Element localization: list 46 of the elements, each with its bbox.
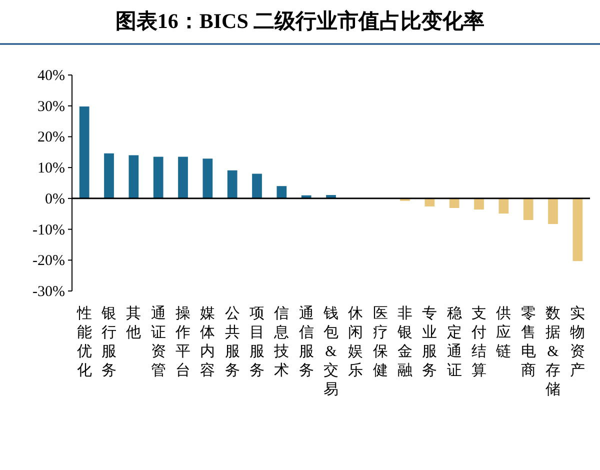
x-tick-label: 其他 bbox=[126, 305, 142, 341]
y-tick-label: 10% bbox=[38, 160, 65, 177]
x-tick-label: 稳定通证 bbox=[446, 305, 462, 379]
y-tick-label: -10% bbox=[32, 222, 65, 238]
x-tick-label: 公共服务 bbox=[224, 305, 240, 379]
bar bbox=[276, 186, 287, 198]
x-tick-label: 媒体内容 bbox=[200, 306, 216, 379]
x-tick-label: 操作平台 bbox=[174, 305, 190, 379]
y-tick-label: -20% bbox=[32, 253, 65, 270]
y-tick-label: 0% bbox=[45, 191, 65, 208]
bar bbox=[548, 198, 558, 224]
x-tick-label: 性能优化 bbox=[76, 305, 92, 379]
x-tick-label: 非银金融 bbox=[396, 305, 412, 379]
x-tick-label: 银行服务 bbox=[100, 306, 116, 379]
x-tick-label: 供应链 bbox=[495, 306, 512, 360]
x-tick-label: 钱包&交易 bbox=[322, 306, 338, 398]
bar bbox=[252, 174, 262, 198]
bar bbox=[178, 156, 188, 198]
x-tick-label: 信息技术 bbox=[273, 305, 290, 379]
x-tick-label: 支付结算 bbox=[470, 305, 486, 379]
y-tick-label: -30% bbox=[32, 284, 65, 300]
bar bbox=[79, 106, 90, 198]
y-tick-label: 30% bbox=[38, 98, 65, 115]
bar bbox=[227, 170, 238, 198]
y-tick-label: 40% bbox=[38, 68, 65, 84]
x-tick-label: 零售电商 bbox=[520, 306, 536, 379]
x-tick-label: 数据&存储 bbox=[546, 306, 560, 398]
x-tick-label: 通信服务 bbox=[298, 305, 314, 379]
x-tick-label: 专业服务 bbox=[422, 305, 438, 379]
x-tick-label: 实物资产 bbox=[570, 305, 586, 379]
bar bbox=[572, 198, 583, 262]
bar bbox=[128, 155, 139, 198]
bar bbox=[498, 198, 509, 214]
y-tick-label: 20% bbox=[38, 130, 65, 146]
chart-title: 图表16：BICS 二级行业市值占比变化率 bbox=[115, 9, 485, 33]
bar bbox=[202, 158, 213, 198]
x-tick-label: 医疗保健 bbox=[372, 306, 388, 379]
bar bbox=[449, 198, 460, 208]
x-tick-label: 休闲娱乐 bbox=[348, 306, 364, 379]
x-tick-label: 项目服务 bbox=[250, 306, 264, 379]
bar bbox=[474, 198, 484, 210]
bar bbox=[523, 198, 534, 220]
bar bbox=[424, 198, 435, 206]
bar bbox=[104, 153, 114, 198]
x-tick-label: 通证资管 bbox=[150, 305, 166, 379]
bar bbox=[153, 156, 164, 198]
